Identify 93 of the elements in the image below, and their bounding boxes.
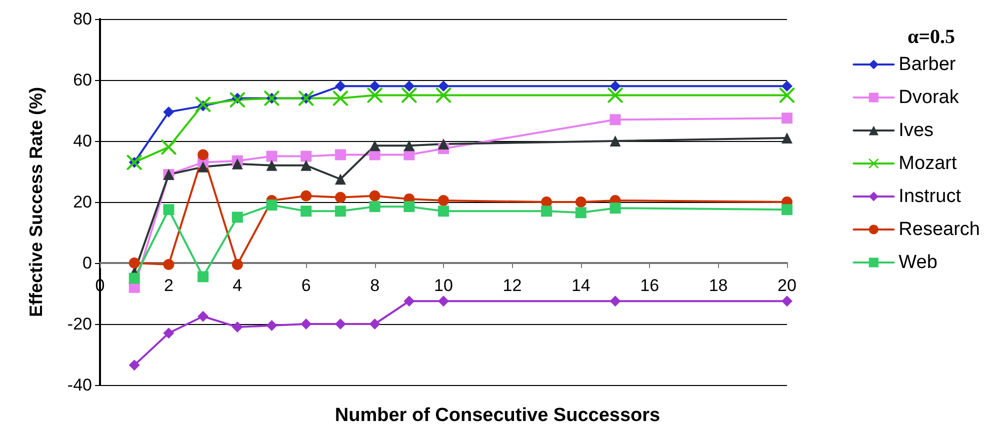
y-tick-label: 80 <box>73 10 92 28</box>
point <box>369 318 380 330</box>
point <box>300 318 312 330</box>
point <box>782 80 792 92</box>
point <box>266 150 278 162</box>
x-tick-label: 20 <box>778 276 796 295</box>
point <box>198 149 209 160</box>
point <box>436 88 451 103</box>
x-tick-label: 12 <box>502 276 522 295</box>
x-axis-title: Number of Consecutive Successors <box>334 405 660 426</box>
point <box>161 140 176 155</box>
x-tick-label: 4 <box>232 276 242 295</box>
legend-label: Ives <box>898 120 934 141</box>
x-tick-label: 16 <box>640 276 660 295</box>
point <box>334 192 346 203</box>
point <box>334 149 346 160</box>
legend-label: Research <box>898 219 980 240</box>
point <box>780 88 794 103</box>
x-tick-label: 10 <box>434 276 453 295</box>
point <box>369 201 380 212</box>
point <box>610 80 621 92</box>
point <box>438 194 449 206</box>
point <box>163 259 174 270</box>
legend-label: Dvorak <box>898 87 960 108</box>
point <box>438 206 449 217</box>
y-tick-label: 20 <box>73 192 92 212</box>
point <box>266 160 278 171</box>
legend-label: Barber <box>898 54 956 75</box>
point <box>404 80 415 92</box>
point <box>782 204 792 216</box>
point <box>367 88 382 103</box>
point <box>782 296 792 307</box>
point <box>230 92 245 108</box>
point <box>266 320 278 332</box>
point <box>438 296 449 307</box>
point <box>575 207 586 218</box>
point <box>610 296 621 307</box>
y-tick-label: -20 <box>67 314 92 334</box>
y-tick-label: 0 <box>82 254 92 272</box>
point <box>541 206 552 217</box>
point <box>232 259 243 270</box>
point <box>404 296 415 307</box>
point <box>402 88 417 103</box>
point <box>266 200 278 211</box>
legend-title: α=0.5 <box>907 26 956 48</box>
point <box>610 114 621 126</box>
y-tick-label: -40 <box>67 376 92 394</box>
point <box>232 158 243 170</box>
point <box>198 271 209 282</box>
point <box>334 206 346 217</box>
x-tick-label: 18 <box>708 276 728 295</box>
point <box>404 201 415 212</box>
y-tick-label: 40 <box>73 132 92 150</box>
point <box>196 96 211 112</box>
point <box>575 196 586 208</box>
y-tick-label: 60 <box>73 70 92 90</box>
point <box>438 138 449 150</box>
point <box>369 140 380 152</box>
point <box>128 360 140 371</box>
point <box>782 132 792 144</box>
point <box>369 190 380 202</box>
point <box>128 272 140 284</box>
point <box>232 322 243 333</box>
point <box>163 204 174 216</box>
point <box>610 136 621 146</box>
point <box>163 106 174 118</box>
legend-label: Web <box>898 252 938 273</box>
point <box>608 88 623 103</box>
point <box>334 174 346 185</box>
point <box>300 190 312 202</box>
point <box>128 258 140 268</box>
x-tick-label: 14 <box>571 276 590 295</box>
point <box>163 328 174 339</box>
x-tick-label: 6 <box>301 276 311 295</box>
x-tick-label: 8 <box>370 276 380 295</box>
point <box>438 80 449 92</box>
x-tick-label: 2 <box>164 276 174 295</box>
point <box>404 140 415 152</box>
point <box>610 202 621 214</box>
point <box>334 80 346 92</box>
legend-label: Instruct <box>898 186 962 207</box>
point <box>198 310 209 322</box>
point <box>300 160 312 171</box>
point <box>232 212 243 223</box>
point <box>332 90 348 106</box>
point <box>782 112 792 124</box>
point <box>369 80 380 92</box>
point <box>334 318 346 330</box>
legend-label: Mozart <box>898 153 958 174</box>
point <box>300 150 312 162</box>
point <box>300 206 312 217</box>
y-axis-title: Effective Success Rate (%) <box>26 86 46 318</box>
point <box>198 161 209 172</box>
